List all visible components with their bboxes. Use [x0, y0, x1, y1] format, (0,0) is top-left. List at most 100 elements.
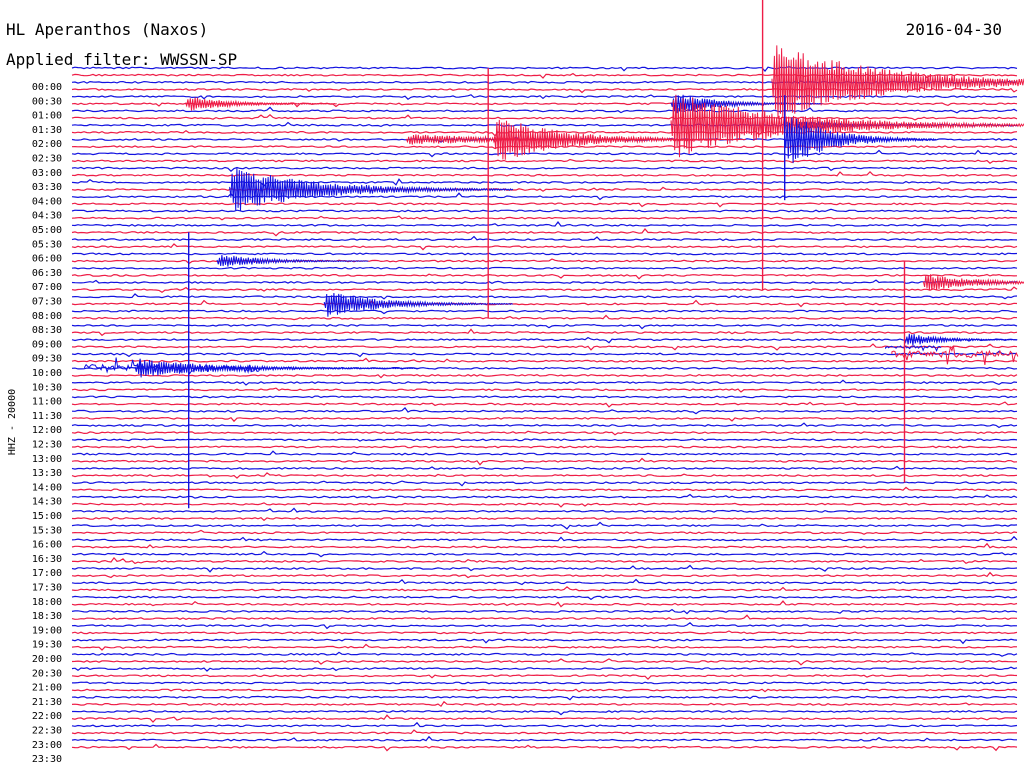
tick-label-13: 06:30: [32, 268, 62, 279]
trace-35: [71, 314, 1018, 321]
event-3: [494, 119, 722, 160]
trace-16: [71, 178, 1018, 187]
y-axis-label: HHZ - 20000: [7, 389, 18, 455]
trace-80: [71, 638, 1018, 645]
trace-55: [71, 457, 1018, 466]
tick-label-45: 22:30: [32, 726, 62, 737]
trace-85: [71, 674, 1018, 681]
trace-60: [71, 493, 1018, 499]
tick-label-27: 13:30: [32, 468, 62, 479]
trace-21: [71, 215, 1018, 221]
tick-label-33: 16:30: [32, 554, 62, 565]
trace-20: [71, 208, 1018, 213]
trace-72: [71, 578, 1018, 586]
trace-3: [71, 86, 1018, 94]
trace-26: [71, 252, 1018, 256]
event-6: [771, 45, 1024, 118]
trace-56: [71, 465, 1018, 470]
trace-43: [71, 373, 1018, 379]
trace-32: [71, 293, 1018, 300]
tick-label-12: 06:00: [32, 254, 62, 265]
trace-67: [71, 542, 1018, 549]
tick-label-44: 22:00: [32, 711, 62, 722]
noise-burst-0: [84, 357, 261, 375]
trace-95: [71, 743, 1018, 752]
trace-49: [71, 416, 1018, 423]
trace-29: [71, 273, 1018, 280]
trace-33: [71, 299, 1018, 308]
trace-68: [71, 550, 1018, 558]
tick-label-43: 21:30: [32, 697, 62, 708]
trace-23: [71, 228, 1018, 237]
tick-label-group: 00:00 00:30 01:00 01:30 02:00 02:30 03:00 03:30…: [32, 82, 62, 765]
trace-4: [71, 94, 1018, 100]
trace-group: [71, 0, 1024, 752]
tick-label-10: 05:00: [32, 225, 62, 236]
trace-88: [71, 695, 1018, 701]
trace-83: [71, 658, 1018, 666]
event-11: [922, 274, 1024, 291]
tick-label-47: 23:30: [32, 754, 62, 765]
trace-89: [71, 700, 1018, 708]
trace-74: [71, 595, 1018, 601]
event-12: [904, 333, 1018, 346]
trace-25: [71, 243, 1018, 251]
tick-label-3: 01:30: [32, 125, 62, 136]
tick-label-9: 04:30: [32, 211, 62, 222]
tick-label-42: 21:00: [32, 683, 62, 694]
trace-73: [71, 586, 1018, 592]
trace-92: [71, 721, 1018, 728]
trace-15: [71, 170, 1018, 177]
trace-31: [71, 286, 1018, 294]
trace-91: [71, 714, 1018, 723]
tick-label-32: 16:00: [32, 540, 62, 551]
filter-label: Applied filter: WWSSN-SP: [6, 50, 238, 69]
tick-label-30: 15:00: [32, 511, 62, 522]
trace-14: [71, 166, 1018, 173]
tick-label-31: 15:30: [32, 525, 62, 536]
trace-77: [71, 614, 1018, 620]
tick-label-40: 20:00: [32, 654, 62, 665]
noise-burst-1: [891, 345, 1019, 365]
tick-label-41: 20:30: [32, 668, 62, 679]
event-8: [229, 168, 514, 211]
tick-label-2: 01:00: [32, 111, 62, 122]
trace-38: [71, 336, 1018, 344]
tick-label-4: 02:00: [32, 139, 62, 150]
tick-label-20: 10:00: [32, 368, 62, 379]
tick-label-7: 03:30: [32, 182, 62, 193]
tick-label-11: 05:30: [32, 239, 62, 250]
tick-label-8: 04:00: [32, 196, 62, 207]
tick-label-23: 11:30: [32, 411, 62, 422]
trace-7: [71, 114, 1018, 121]
tick-label-29: 14:30: [32, 497, 62, 508]
trace-57: [71, 472, 1018, 479]
tick-label-24: 12:00: [32, 425, 62, 436]
trace-41: [71, 357, 1018, 363]
trace-78: [71, 622, 1018, 630]
trace-54: [71, 450, 1018, 456]
trace-62: [71, 507, 1018, 513]
trace-64: [71, 521, 1018, 530]
trace-19: [71, 202, 1018, 208]
trace-66: [71, 535, 1018, 542]
trace-86: [72, 681, 1018, 685]
tick-label-36: 18:00: [32, 597, 62, 608]
trace-93: [71, 729, 1017, 735]
trace-46: [71, 395, 1018, 399]
trace-44: [71, 379, 1018, 386]
trace-75: [71, 600, 1018, 608]
trace-69: [72, 556, 1018, 565]
trace-52: [71, 437, 1018, 442]
trace-27: [71, 258, 1018, 265]
trace-1: [71, 72, 1018, 79]
trace-48: [71, 407, 1018, 415]
trace-82: [71, 651, 1018, 657]
tick-label-39: 19:30: [32, 640, 62, 651]
tick-label-5: 02:30: [32, 154, 62, 165]
trace-81: [71, 643, 1018, 651]
tick-label-14: 07:00: [32, 282, 62, 293]
trace-90: [72, 709, 1018, 716]
trace-37: [71, 328, 1018, 337]
trace-84: [71, 666, 1018, 672]
